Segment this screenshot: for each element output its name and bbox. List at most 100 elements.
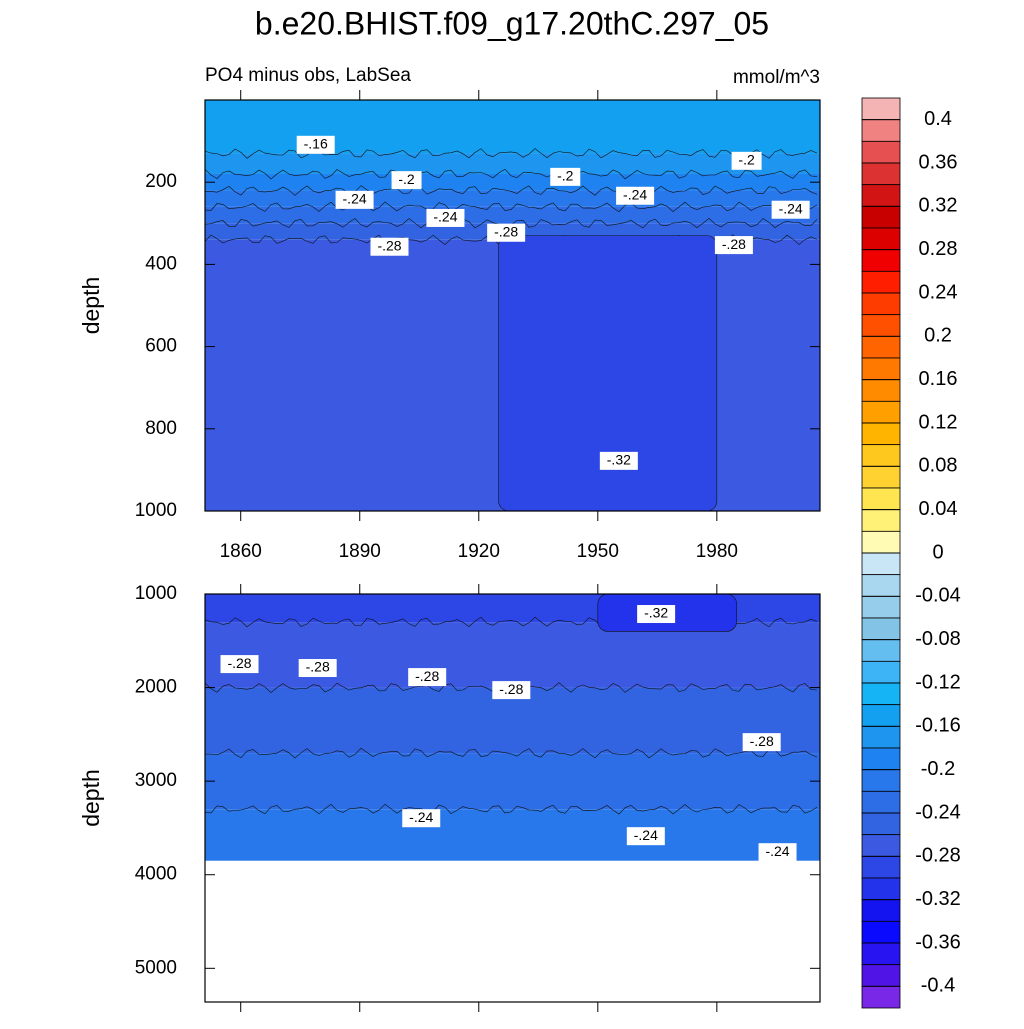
y-tick-label: 400 [145,253,177,274]
contour-band [205,809,820,861]
contour-label: -.28 [377,237,401,253]
colorbar-box [861,682,901,706]
colorbar-tick-label: 0.4 [924,108,952,130]
contour-label-box [426,208,465,227]
y-axis-label: depth [78,277,104,335]
contour-label-box [626,827,665,846]
colorbar-box [861,270,901,294]
contour-label-box [616,186,655,205]
colorbar-box [861,184,901,207]
plot-frame [204,593,821,1003]
contour-patch [498,235,718,511]
contour-label: -.28 [750,733,774,749]
colorbar-box [861,292,901,316]
contour-label: -.24 [409,809,433,825]
contour-label: -.32 [644,605,668,621]
colorbar-box [861,487,901,511]
colorbar-tick-label: 0.04 [919,498,958,520]
contour-label-box [771,200,810,219]
contour-label-box [599,451,638,470]
colorbar-box [861,769,901,792]
contour-band [205,622,820,688]
colorbar-box [861,444,901,467]
colorbar-tick-label: -0.2 [921,758,955,780]
contour-band [205,206,820,224]
contour-band [205,153,820,174]
y-tick-label: 2000 [135,677,177,698]
colorbar-box [861,877,901,901]
contour-label: -.2 [738,152,755,168]
x-tick-label: 1980 [696,541,738,562]
colorbar-tick-label: -0.16 [915,715,961,737]
contour-line [205,803,818,815]
colorbar-tick-label: 0.16 [919,368,958,390]
colorbar-tick-label: -0.36 [915,931,961,953]
contour-label-box [335,190,374,209]
contour-label-box [637,605,676,624]
colorbar-tick-label: 0.36 [919,151,958,173]
contour-label-box [296,135,335,154]
contour-label-box [742,733,781,752]
colorbar-box [861,400,901,424]
colorbar-box [861,357,901,381]
contour-label-box [391,171,422,190]
y-tick-label: 3000 [135,770,177,791]
colorbar-box [861,617,901,641]
contour-label-box [220,655,259,674]
colorbar-box [861,379,901,402]
plot-frame [204,99,821,512]
colorbar-box [861,205,901,229]
contour-line [205,747,818,759]
contour-label: -.24 [433,209,457,225]
contour-label-box [370,237,409,256]
y-tick-label: 4000 [135,864,177,885]
contour-label: -.24 [765,843,789,859]
colorbar-box [861,790,901,814]
contour-label-box [487,223,526,242]
x-tick-label: 1860 [220,541,262,562]
colorbar-tick-label: 0 [932,541,943,563]
x-tick-label: 1920 [458,541,500,562]
contour-label: -.2 [398,171,415,187]
colorbar-tick-label: -0.4 [921,975,955,997]
colorbar-box [861,552,901,576]
contour-label-box [731,151,762,170]
colorbar-box [861,465,901,489]
units: mmol/m^3 [733,67,820,88]
x-tick-label: 1950 [577,541,619,562]
colorbar-tick-label: 0.32 [919,195,958,217]
contour-label: -.2 [557,168,574,184]
plot-area [205,100,820,511]
contour-line [205,148,818,159]
y-tick-label: 200 [145,171,177,192]
plot-area [205,594,820,861]
contour-label: -.16 [304,136,328,152]
colorbar-box [861,899,901,922]
contour-label-box [714,236,753,255]
contour-label: -.32 [607,452,631,468]
colorbar-box [861,314,901,337]
colorbar-box [861,249,901,272]
colorbar-tick-label: -0.24 [915,801,961,823]
colorbar-tick-label: -0.28 [915,845,961,867]
colorbar-box [861,942,901,966]
subtitle: PO4 minus obs, LabSea [205,65,411,86]
colorbar-box [861,574,901,597]
contour-label: -.28 [494,223,518,239]
colorbar-box [861,964,901,987]
contour-label: -.24 [623,186,647,202]
contour-band [205,173,820,191]
colorbar-box [861,812,901,836]
colorbar-tick-label: -0.12 [915,671,961,693]
colorbar-box [861,725,901,749]
contour-label-box [492,681,531,700]
colorbar-box [861,704,901,727]
contour-label: -.28 [499,681,523,697]
colorbar-tick-label: -0.32 [915,888,961,910]
contour-label: -.28 [306,659,330,675]
y-tick-label: 600 [145,336,177,357]
colorbar-box [861,162,901,186]
contour-label-box [550,167,581,186]
contour-line [205,185,818,196]
